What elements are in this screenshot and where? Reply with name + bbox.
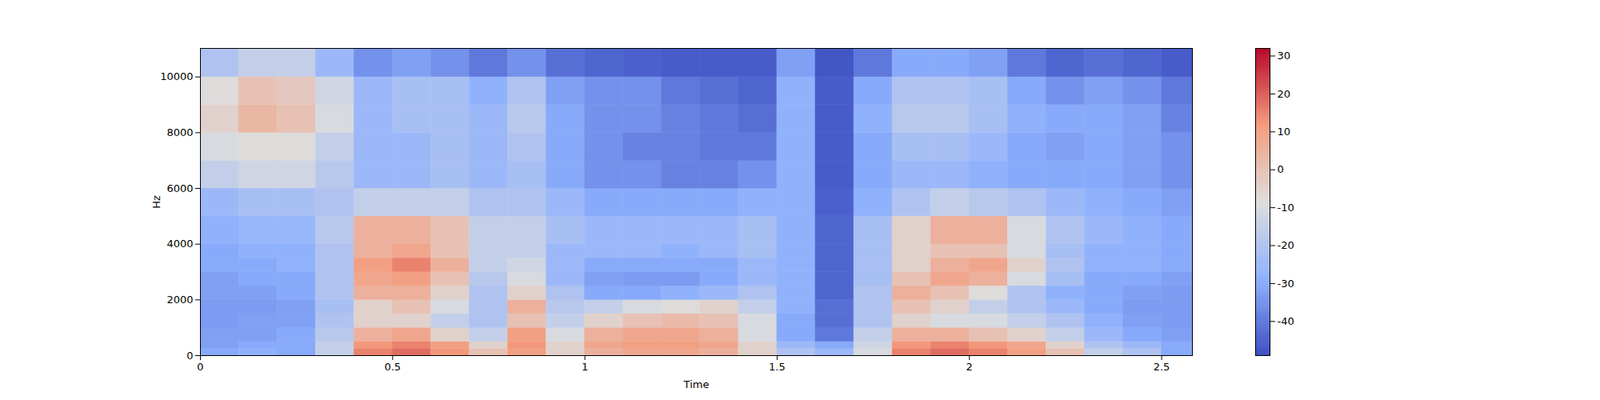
svg-text:30: 30 (1277, 49, 1292, 62)
svg-text:Time: Time (683, 378, 710, 391)
svg-text:2: 2 (966, 360, 973, 373)
svg-text:Hz: Hz (150, 195, 163, 209)
svg-text:0: 0 (196, 360, 204, 373)
svg-text:0: 0 (186, 349, 193, 362)
svg-text:4000: 4000 (166, 237, 193, 250)
svg-text:1.5: 1.5 (768, 360, 786, 373)
svg-text:6000: 6000 (166, 182, 193, 195)
svg-text:20: 20 (1277, 88, 1292, 100)
svg-text:2000: 2000 (166, 293, 193, 306)
svg-text:-10: -10 (1277, 201, 1295, 214)
svg-text:8000: 8000 (166, 126, 193, 139)
svg-text:1: 1 (581, 360, 588, 373)
svg-text:-30: -30 (1277, 277, 1295, 290)
svg-text:0: 0 (1277, 163, 1284, 176)
svg-text:10: 10 (1277, 125, 1292, 138)
svg-text:-20: -20 (1277, 239, 1295, 252)
svg-text:-40: -40 (1277, 315, 1295, 328)
svg-text:10000: 10000 (160, 70, 193, 83)
svg-text:0.5: 0.5 (384, 360, 401, 373)
svg-text:2.5: 2.5 (1153, 360, 1171, 373)
